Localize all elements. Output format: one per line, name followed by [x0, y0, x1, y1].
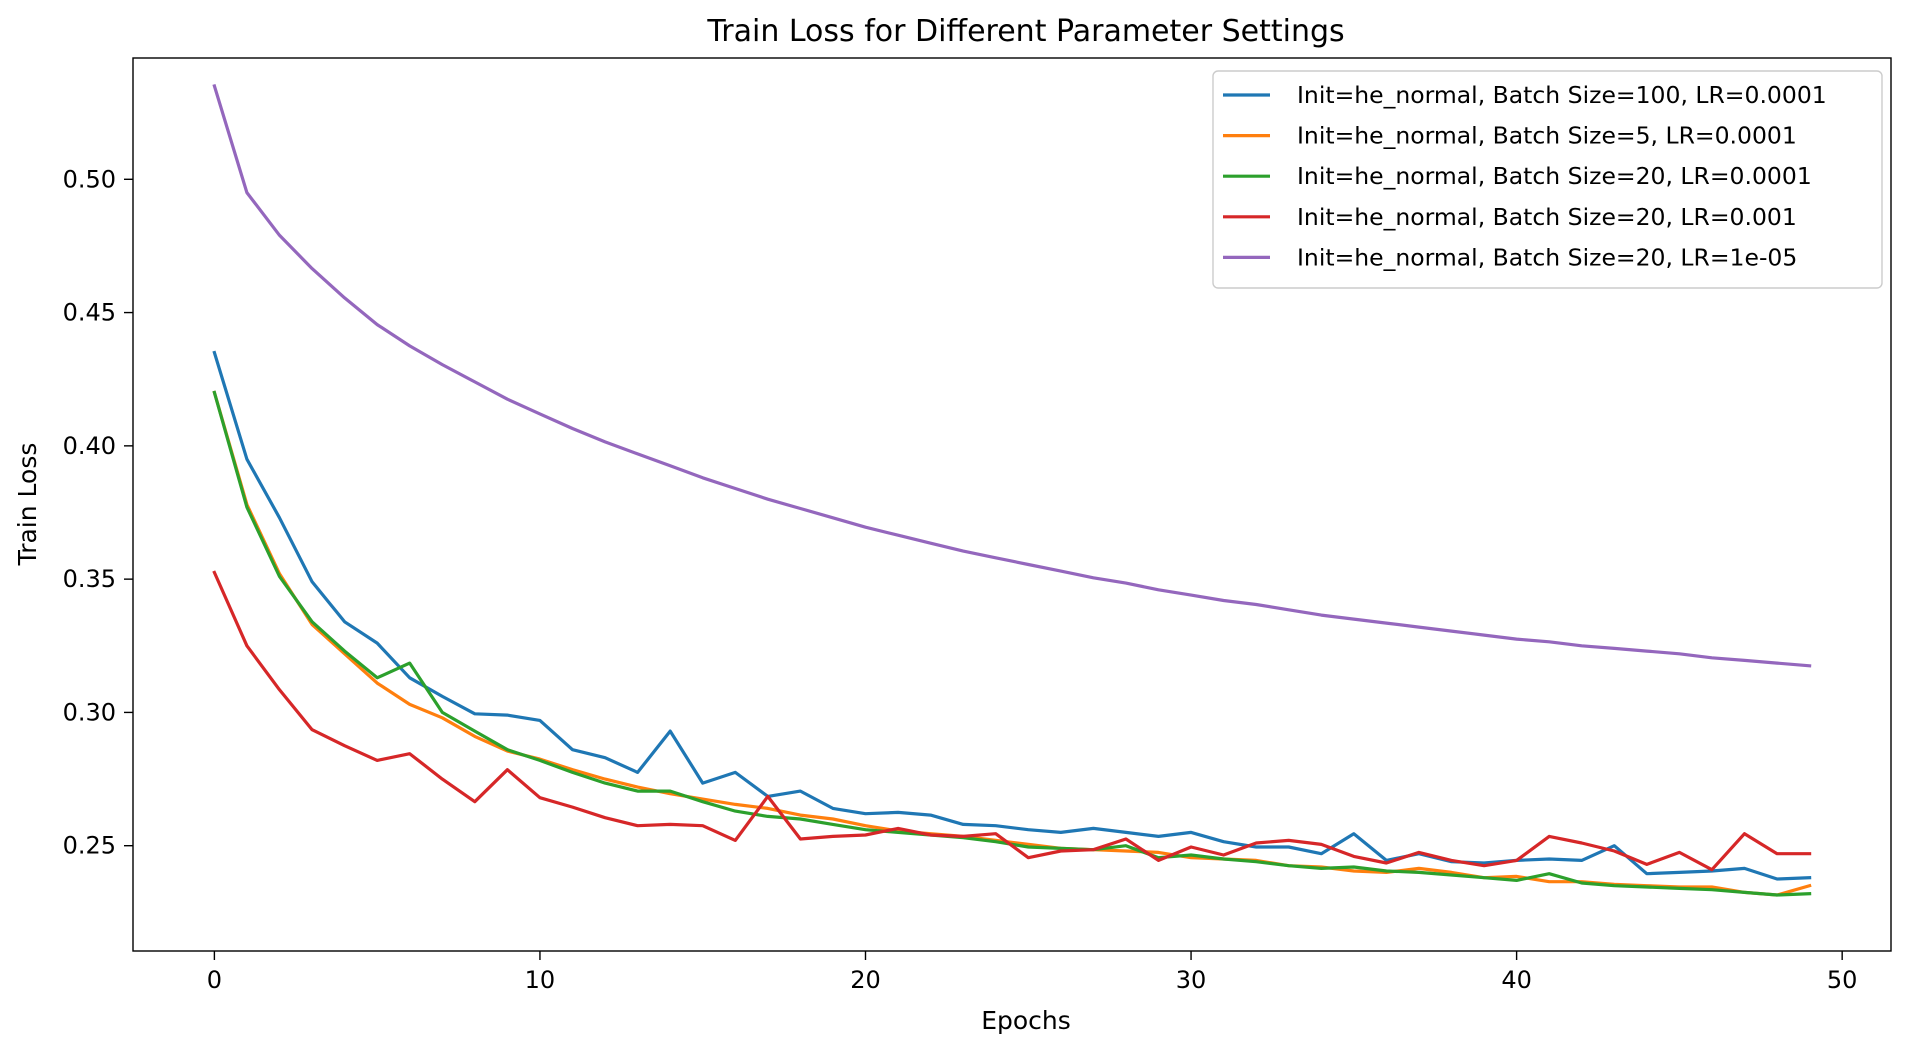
legend-box [1212, 70, 1883, 289]
plot-area-frame [132, 57, 1892, 952]
y-tick-label: 0.35 [63, 565, 116, 593]
y-tick-label: 0.40 [63, 432, 116, 460]
x-tick-label: 10 [525, 966, 556, 994]
chart-title: Train Loss for Different Parameter Setti… [706, 14, 1344, 49]
series-line-1 [212, 350, 1812, 881]
series-line-2 [212, 390, 1812, 897]
y-axis: 0.25 0.30 0.35 0.40 0.45 0.50 [63, 165, 133, 860]
x-axis: 0 10 20 30 40 50 [207, 951, 1858, 994]
legend: Init=he_normal, Batch Size=100, LR=0.000… [1212, 70, 1883, 289]
legend-label-4: Init=he_normal, Batch Size=20, LR=0.001 [1297, 203, 1797, 231]
y-tick-label: 0.30 [63, 698, 116, 726]
legend-label-1: Init=he_normal, Batch Size=100, LR=0.000… [1297, 81, 1827, 109]
x-tick-label: 40 [1501, 966, 1532, 994]
y-tick-label: 0.50 [63, 165, 116, 193]
y-tick-label: 0.25 [63, 832, 116, 860]
x-tick-label: 50 [1827, 966, 1858, 994]
series-line-5 [212, 84, 1812, 668]
x-axis-label: Epochs [981, 1006, 1071, 1035]
x-tick-label: 30 [1176, 966, 1207, 994]
legend-label-2: Init=he_normal, Batch Size=5, LR=0.0001 [1297, 122, 1797, 150]
x-tick-label: 20 [850, 966, 881, 994]
y-axis-label: Train Loss [13, 443, 42, 567]
y-tick-label: 0.45 [63, 299, 116, 327]
series-layer [212, 84, 1812, 897]
x-tick-label: 0 [207, 966, 222, 994]
legend-label-3: Init=he_normal, Batch Size=20, LR=0.0001 [1297, 162, 1812, 190]
legend-label-5: Init=he_normal, Batch Size=20, LR=1e-05 [1297, 243, 1797, 271]
series-line-4 [212, 570, 1812, 872]
